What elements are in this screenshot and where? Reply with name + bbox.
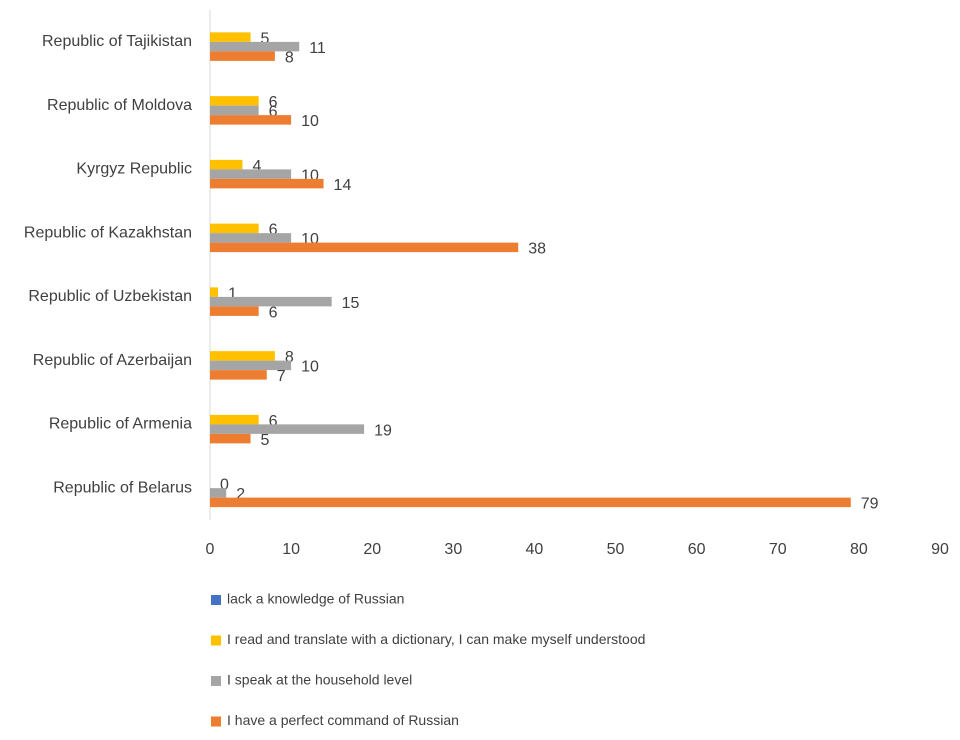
data-label: 19 (374, 422, 392, 439)
legend-swatch (211, 635, 221, 646)
legend-swatch (211, 716, 221, 727)
x-tick-label: 80 (850, 541, 868, 558)
data-label: 11 (309, 40, 326, 57)
bar (210, 360, 292, 371)
data-label: 10 (301, 359, 319, 376)
y-tick-label: Republic of Armenia (49, 416, 192, 433)
data-label: 6 (269, 222, 278, 239)
x-tick-label: 60 (688, 541, 706, 558)
data-label: 6 (269, 104, 278, 121)
y-tick-label: Republic of Moldova (47, 97, 192, 114)
bar (210, 306, 259, 316)
data-label: 15 (342, 295, 360, 312)
x-tick-label: 70 (769, 541, 787, 558)
legend-label: lack a knowledge of Russian (227, 591, 404, 607)
data-label: 10 (301, 113, 319, 130)
bar (210, 433, 251, 444)
bar (210, 51, 275, 61)
data-label: 8 (285, 349, 294, 366)
data-label: 7 (277, 368, 286, 385)
bar (210, 242, 519, 253)
bar (210, 115, 292, 125)
data-label: 14 (334, 177, 352, 194)
bar (210, 96, 259, 106)
x-tick-label: 30 (444, 541, 462, 558)
data-label: 5 (261, 432, 270, 449)
data-label: 0 (220, 477, 229, 494)
x-tick-label: 20 (363, 541, 381, 558)
data-label: 79 (861, 496, 879, 513)
bar (210, 233, 292, 243)
bar (210, 178, 324, 189)
bar (210, 424, 365, 434)
bar (210, 296, 332, 307)
y-tick-label: Republic of Kazakhstan (24, 224, 192, 241)
bar (210, 287, 219, 297)
y-tick-label: Republic of Uzbekistan (28, 288, 192, 305)
legend-label: I read and translate with a dictionary, … (227, 631, 645, 647)
legend-label: I have a perfect command of Russian (227, 712, 459, 728)
bar (210, 351, 275, 361)
bar (210, 414, 259, 425)
data-label: 6 (269, 94, 278, 111)
data-label: 5 (261, 30, 270, 47)
data-label: 2 (236, 486, 245, 503)
legend-label: I speak at the household level (227, 672, 412, 688)
bar (210, 159, 243, 170)
data-label: 6 (269, 304, 278, 321)
data-label: 6 (269, 413, 278, 430)
legend-swatch (211, 595, 221, 605)
bar (210, 497, 851, 508)
y-tick-label: Kyrgyz Republic (76, 161, 192, 178)
legend-swatch (211, 676, 221, 686)
x-tick-label: 90 (931, 541, 949, 558)
y-tick-label: Republic of Azerbaijan (33, 352, 192, 369)
bar (210, 488, 227, 498)
x-tick-label: 10 (282, 541, 300, 558)
bar (210, 169, 292, 179)
y-tick-label: Republic of Belarus (53, 479, 192, 496)
x-tick-label: 50 (607, 541, 625, 558)
bar (210, 370, 267, 380)
bar (210, 223, 259, 234)
data-label: 4 (252, 158, 261, 175)
bar (210, 105, 259, 116)
data-label: 1 (228, 285, 237, 302)
bar (210, 32, 251, 42)
x-tick-label: 40 (526, 541, 544, 558)
y-tick-label: Republic of Tajikistan (42, 33, 192, 50)
bar (210, 41, 300, 52)
x-tick-label: 0 (206, 541, 215, 558)
data-label: 38 (528, 241, 546, 258)
data-label: 8 (285, 49, 294, 66)
